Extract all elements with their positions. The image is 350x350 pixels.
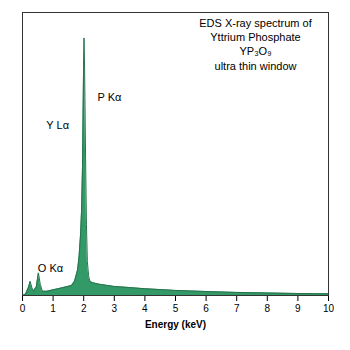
svg-text:Energy (keV): Energy (keV) (145, 319, 206, 330)
svg-text:2: 2 (81, 303, 87, 314)
svg-text:4: 4 (142, 303, 148, 314)
svg-text:1: 1 (50, 303, 56, 314)
svg-text:8: 8 (265, 303, 271, 314)
svg-text:6: 6 (203, 303, 209, 314)
svg-text:5: 5 (173, 303, 179, 314)
svg-text:P Kα: P Kα (97, 91, 122, 103)
svg-text:O Kα: O Kα (38, 262, 64, 274)
svg-text:10: 10 (323, 303, 335, 314)
svg-text:0: 0 (20, 303, 26, 314)
svg-text:EDS X-ray spectrum ofYttrium P: EDS X-ray spectrum ofYttrium PhosphateYP… (199, 17, 312, 72)
svg-text:9: 9 (295, 303, 301, 314)
svg-text:7: 7 (234, 303, 240, 314)
svg-text:3: 3 (112, 303, 118, 314)
svg-text:Y Lα: Y Lα (46, 119, 69, 131)
